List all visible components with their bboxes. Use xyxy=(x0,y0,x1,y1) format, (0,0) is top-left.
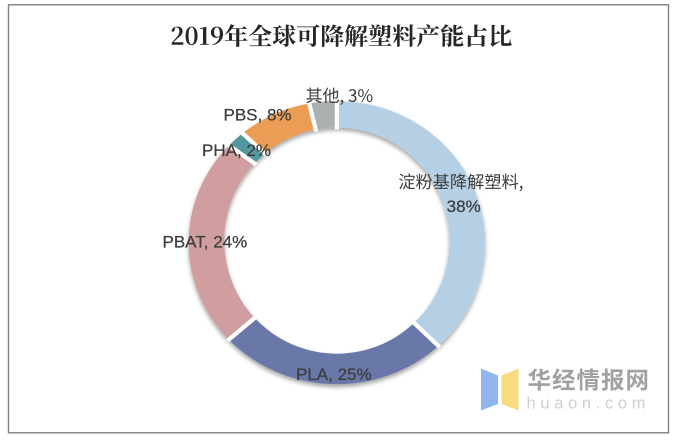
svg-text:PBAT, 24%: PBAT, 24% xyxy=(163,233,248,252)
svg-text:PBS, 8%: PBS, 8% xyxy=(224,106,292,125)
svg-text:38%: 38% xyxy=(447,197,481,216)
svg-text:PLA, 25%: PLA, 25% xyxy=(296,365,372,384)
svg-text:PHA, 2%: PHA, 2% xyxy=(202,141,271,160)
